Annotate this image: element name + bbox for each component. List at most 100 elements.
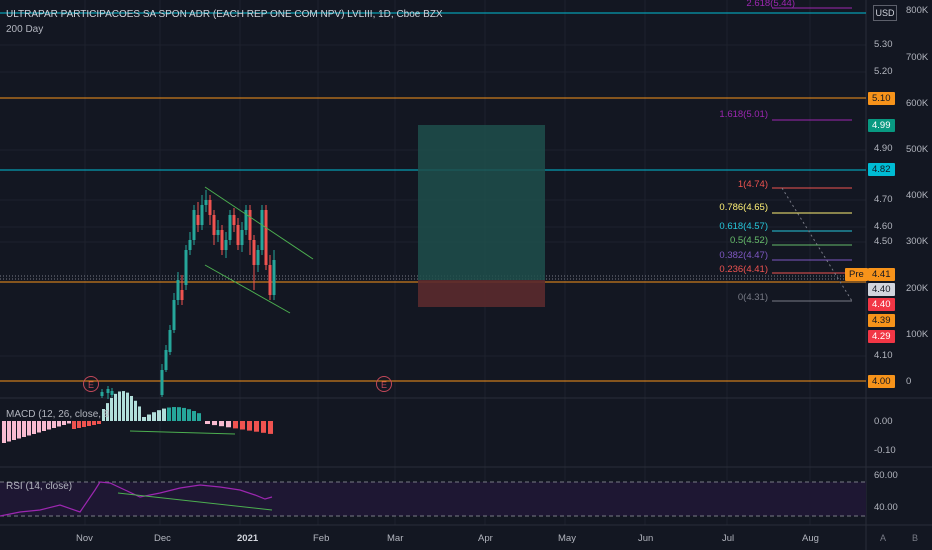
price-tag-4-39: 4.39	[868, 314, 895, 327]
macd-label[interactable]: MACD (12, 26, close, 9	[6, 409, 110, 420]
premarket-badge: Pre	[845, 268, 868, 281]
macd-histogram-bar	[67, 421, 71, 424]
time-tick: Jun	[638, 533, 654, 544]
macd-histogram-bar	[134, 400, 137, 421]
macd-histogram-bar	[102, 409, 105, 421]
fib-label-0-618: 0.618(4.57)	[719, 221, 768, 232]
macd-histogram-bar	[247, 421, 252, 431]
price-tag-4-40-last: 4.40	[868, 283, 895, 296]
candle-body	[244, 210, 248, 230]
macd-histogram-bar	[126, 392, 129, 421]
candle-body	[252, 240, 256, 265]
macd-histogram-bar	[37, 421, 41, 433]
macd-histogram-bar	[233, 421, 238, 429]
earnings-marker[interactable]: E	[376, 376, 392, 392]
fib-label-0-786: 0.786(4.65)	[719, 202, 768, 213]
macd-histogram-bar	[12, 421, 16, 440]
price-tick: 4.60	[874, 221, 893, 232]
ma-label[interactable]: 200 Day	[6, 24, 44, 35]
macd-histogram-bar	[52, 421, 56, 428]
price-tick: 4.50	[874, 236, 893, 247]
candle-body	[204, 200, 208, 205]
symbol-title[interactable]: ULTRAPAR PARTICIPACOES SA SPON ADR (EACH…	[6, 9, 443, 20]
candle-body	[248, 210, 252, 240]
earnings-marker[interactable]: E	[83, 376, 99, 392]
macd-histogram-bar	[106, 403, 109, 421]
candle-body	[256, 250, 260, 265]
macd-histogram-bar	[167, 407, 171, 421]
candle-body	[224, 240, 228, 250]
price-tick: 4.10	[874, 350, 893, 361]
time-tick: May	[558, 533, 576, 544]
macd-histogram-bar	[122, 391, 125, 421]
macd-histogram-bar	[118, 391, 121, 421]
candle-body	[264, 210, 268, 265]
time-tick: Mar	[387, 533, 404, 544]
candle-body	[188, 240, 192, 250]
macd-histogram-bar	[114, 393, 117, 421]
rsi-band-fill	[0, 482, 866, 516]
time-tick: Apr	[478, 533, 493, 544]
macd-histogram-bar	[27, 421, 31, 436]
macd-histogram-bar	[197, 413, 201, 421]
auto-scale-button[interactable]: A	[879, 533, 886, 543]
candle-body	[240, 230, 244, 245]
position-target-zone	[418, 125, 545, 280]
volume-tick: 200K	[906, 283, 929, 294]
macd-histogram-bar	[7, 421, 11, 442]
candle-body	[110, 391, 114, 395]
volume-tick: 500K	[906, 144, 929, 155]
rsi-label[interactable]: RSI (14, close)	[6, 481, 73, 492]
log-scale-button[interactable]: B	[911, 533, 918, 543]
price-tag-4-40: 4.40	[868, 298, 895, 311]
candle-body	[176, 280, 180, 300]
volume-tick: 700K	[906, 52, 929, 63]
candle-body	[106, 389, 110, 393]
macd-histogram-bar	[261, 421, 266, 433]
time-tick: Dec	[154, 533, 171, 544]
fib-label-top: 2.618(5.44)	[746, 0, 795, 9]
channel-line-lower	[204, 264, 291, 314]
macd-histogram-bar	[97, 421, 101, 424]
macd-histogram-bar	[157, 410, 161, 421]
macd-histogram-bar	[152, 412, 156, 421]
candle-body	[212, 215, 216, 235]
rsi-tick: 40.00	[874, 502, 898, 513]
candle-body	[160, 370, 164, 395]
macd-histogram-bar	[162, 408, 166, 421]
volume-tick: 100K	[906, 329, 929, 340]
currency-button[interactable]: USD	[873, 5, 897, 21]
macd-histogram-bar	[192, 411, 196, 421]
volume-tick: 300K	[906, 236, 929, 247]
macd-histogram-bar	[110, 397, 113, 421]
macd-histogram-bar	[172, 407, 176, 421]
price-tick: 5.20	[874, 66, 893, 77]
candle-body	[232, 215, 236, 225]
candle-body	[196, 215, 200, 225]
candle-body	[100, 392, 104, 396]
candle-body	[184, 250, 188, 285]
macd-histogram-bar	[177, 407, 181, 421]
macd-histogram-bar	[142, 417, 146, 421]
macd-histogram-bar	[42, 421, 46, 431]
time-tick: Aug	[802, 533, 819, 544]
macd-histogram-bar	[2, 421, 6, 443]
candle-body	[260, 210, 264, 250]
volume-tick: 600K	[906, 98, 929, 109]
macd-histogram-bar	[82, 421, 86, 427]
fib-trend-line	[781, 187, 853, 302]
macd-histogram-bar	[57, 421, 61, 427]
volume-tick: 800K	[906, 5, 929, 16]
macd-histogram-bar	[32, 421, 36, 434]
candle-body	[220, 230, 224, 250]
macd-histogram-bar	[22, 421, 26, 437]
macd-tick: -0.10	[874, 445, 896, 456]
macd-histogram-bar	[62, 421, 66, 425]
candle-body	[200, 205, 204, 225]
price-tick: 4.70	[874, 194, 893, 205]
fib-label-0-236: 0.236(4.41)	[719, 264, 768, 275]
fib-label-1: 1(4.74)	[737, 179, 768, 190]
candle-body	[208, 200, 212, 215]
rsi-divergence-line	[117, 492, 273, 511]
